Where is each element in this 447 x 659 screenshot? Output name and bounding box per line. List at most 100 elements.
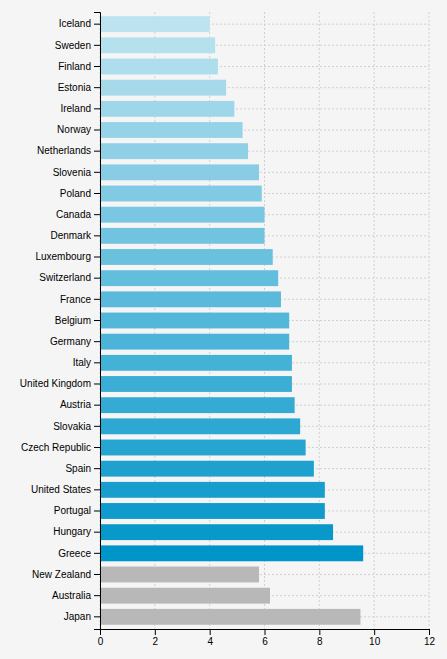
tick-mark: [94, 320, 100, 321]
tick-mark: [94, 87, 100, 88]
bar: [100, 59, 218, 75]
tick-label: Canada: [56, 209, 91, 220]
tick-mark: [94, 257, 100, 258]
tick-label: 6: [262, 636, 268, 647]
tick-mark: [210, 629, 211, 635]
tick: Canada: [56, 209, 100, 220]
tick: Iceland: [59, 18, 100, 29]
bar: [100, 334, 289, 350]
bar: [100, 588, 270, 604]
tick: France: [60, 294, 100, 305]
tick: Australia: [52, 590, 100, 601]
bar: [100, 609, 360, 625]
tick-mark: [94, 532, 100, 533]
tick-mark: [94, 468, 100, 469]
tick: Hungary: [53, 526, 100, 537]
tick-mark: [94, 172, 100, 173]
bar: [100, 143, 248, 159]
tick: Luxembourg: [35, 251, 100, 262]
bar: [100, 80, 226, 96]
tick-label: Czech Republic: [21, 442, 91, 453]
tick-label: Japan: [64, 611, 91, 622]
bar: [100, 207, 265, 223]
tick-mark: [94, 45, 100, 46]
tick-label: 10: [369, 636, 381, 647]
tick-label: 8: [317, 636, 323, 647]
bar: [100, 164, 259, 180]
tick-label: United Kingdom: [20, 378, 91, 389]
tick: Germany: [50, 336, 100, 347]
bar: [100, 397, 295, 413]
tick-mark: [94, 510, 100, 511]
tick-label: New Zealand: [32, 569, 91, 580]
grid: [100, 12, 429, 629]
tick-label: Germany: [50, 336, 91, 347]
tick: Estonia: [58, 82, 100, 93]
tick: Poland: [60, 188, 100, 199]
tick-label: Austria: [60, 399, 92, 410]
tick: Norway: [57, 124, 100, 135]
tick-mark: [94, 151, 100, 152]
tick: Austria: [60, 399, 100, 410]
chart: 024681012IcelandSwedenFinlandEstoniaIrel…: [0, 0, 447, 659]
tick: 6: [262, 629, 268, 647]
tick-mark: [94, 447, 100, 448]
tick-mark: [374, 629, 375, 635]
tick-label: Netherlands: [37, 145, 91, 156]
tick: Greece: [58, 548, 100, 559]
tick-mark: [94, 574, 100, 575]
tick-label: Finland: [58, 61, 91, 72]
tick-label: Spain: [65, 463, 91, 474]
tick-label: Luxembourg: [35, 251, 91, 262]
bar: [100, 376, 292, 392]
tick: Sweden: [55, 40, 100, 51]
bar: [100, 228, 265, 244]
tick-label: Ireland: [60, 103, 91, 114]
tick-mark: [94, 405, 100, 406]
tick: Netherlands: [37, 145, 100, 156]
tick-mark: [94, 24, 100, 25]
tick-label: Greece: [58, 548, 91, 559]
tick-label: 12: [424, 636, 436, 647]
tick: Japan: [64, 611, 100, 622]
bar: [100, 291, 281, 307]
bar: [100, 313, 289, 329]
tick-mark: [94, 108, 100, 109]
tick: 12: [424, 629, 436, 647]
tick-mark: [265, 629, 266, 635]
bar: [100, 355, 292, 371]
tick-mark: [155, 629, 156, 635]
tick-mark: [94, 193, 100, 194]
tick: United States: [31, 484, 100, 495]
tick-mark: [94, 489, 100, 490]
tick: Portugal: [54, 505, 100, 516]
tick: 2: [153, 629, 159, 647]
axis-line: [101, 630, 430, 636]
tick: United Kingdom: [20, 378, 100, 389]
tick: Czech Republic: [21, 442, 100, 453]
tick-mark: [94, 214, 100, 215]
tick-mark: [94, 595, 100, 596]
tick-label: France: [60, 294, 92, 305]
bar: [100, 16, 210, 32]
tick-label: United States: [31, 484, 91, 495]
tick-label: 2: [153, 636, 159, 647]
tick-mark: [94, 616, 100, 617]
tick: Slovakia: [53, 421, 100, 432]
tick-mark: [319, 629, 320, 635]
tick-mark: [94, 553, 100, 554]
bar: [100, 503, 325, 519]
tick: Belgium: [55, 315, 100, 326]
bars: [100, 16, 363, 625]
bar: [100, 122, 243, 138]
tick: Slovenia: [53, 167, 100, 178]
bar: [100, 418, 300, 434]
tick-mark: [94, 341, 100, 342]
bar: [100, 270, 278, 286]
tick-mark: [94, 426, 100, 427]
bar: [100, 482, 325, 498]
tick-mark: [94, 278, 100, 279]
bar: [100, 461, 314, 477]
tick-label: Iceland: [59, 18, 91, 29]
y-axis: Iceland Sweden Finland Estonia Ireland Norway…: [20, 13, 101, 630]
